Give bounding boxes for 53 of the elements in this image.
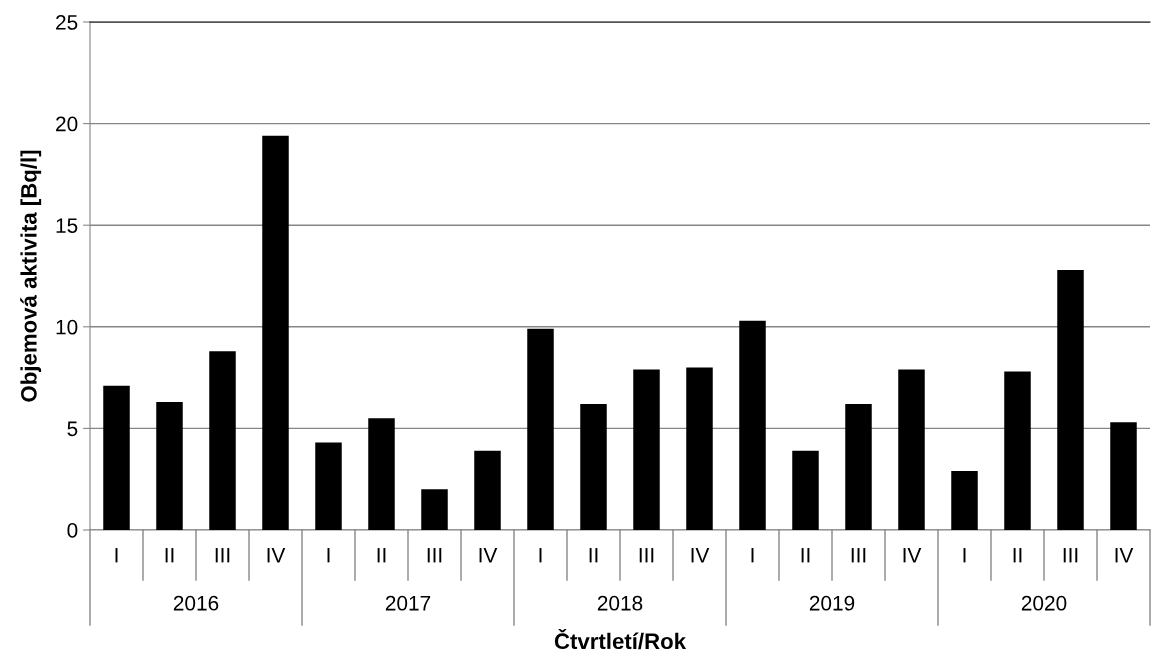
text: 2019 bbox=[809, 595, 855, 611]
bar bbox=[156, 401, 183, 530]
x-tick-label: II bbox=[801, 548, 810, 563]
y-tick-label: 0 bbox=[67, 523, 78, 538]
bar bbox=[845, 404, 872, 530]
bar bbox=[686, 367, 713, 530]
bar bbox=[421, 489, 448, 530]
x-tick-label: I bbox=[751, 548, 754, 563]
x-tick-label: IV bbox=[267, 548, 286, 563]
bar bbox=[262, 135, 289, 530]
x-tick-label: IV bbox=[903, 548, 922, 563]
y-tick-label: 20 bbox=[56, 116, 78, 132]
bar bbox=[633, 369, 660, 530]
x-tick-label: III bbox=[427, 548, 442, 563]
y-tick-label: 10 bbox=[56, 319, 78, 335]
x-tick-label: IV bbox=[1115, 548, 1134, 563]
bar bbox=[1110, 422, 1137, 530]
x-tick-label: III bbox=[1063, 548, 1078, 563]
text: 2017 bbox=[385, 595, 431, 611]
text: 2018 bbox=[597, 595, 643, 611]
x-tick-label: I bbox=[963, 548, 966, 563]
x-tick-label: I bbox=[539, 548, 542, 563]
x-tick-label: II bbox=[165, 548, 174, 563]
bar bbox=[103, 385, 130, 530]
x-tick-label: III bbox=[639, 548, 654, 563]
x-tick-label: III bbox=[215, 548, 230, 563]
x-tick-label: II bbox=[377, 548, 386, 563]
bar bbox=[792, 450, 819, 530]
y-tick-label: 25 bbox=[56, 15, 78, 30]
x-tick-label: II bbox=[589, 548, 598, 563]
text: 2020 bbox=[1021, 595, 1067, 611]
text: 2016 bbox=[173, 595, 219, 611]
bar bbox=[527, 328, 554, 530]
y-tick-label: 5 bbox=[67, 421, 78, 437]
x-tick-label: III bbox=[851, 548, 866, 563]
y-tick-label: 15 bbox=[56, 218, 78, 233]
bar bbox=[951, 471, 978, 530]
x-tick-label: I bbox=[115, 548, 118, 563]
x-tick-label: IV bbox=[691, 548, 710, 563]
y-axis-title: Objemová aktivita [Bq/l] bbox=[20, 150, 42, 402]
bar bbox=[315, 442, 342, 530]
bar bbox=[580, 404, 607, 530]
bar bbox=[739, 320, 766, 530]
bar bbox=[1057, 269, 1084, 530]
x-tick-label: IV bbox=[479, 548, 498, 563]
bar bbox=[1004, 371, 1031, 530]
bar bbox=[898, 369, 925, 530]
bar bbox=[474, 450, 501, 530]
x-tick-label: II bbox=[1013, 548, 1022, 563]
bar bbox=[209, 351, 236, 530]
x-axis-title: Čtvrtletí/Rok bbox=[554, 628, 687, 650]
bar bbox=[368, 418, 395, 530]
x-tick-label: I bbox=[327, 548, 330, 563]
